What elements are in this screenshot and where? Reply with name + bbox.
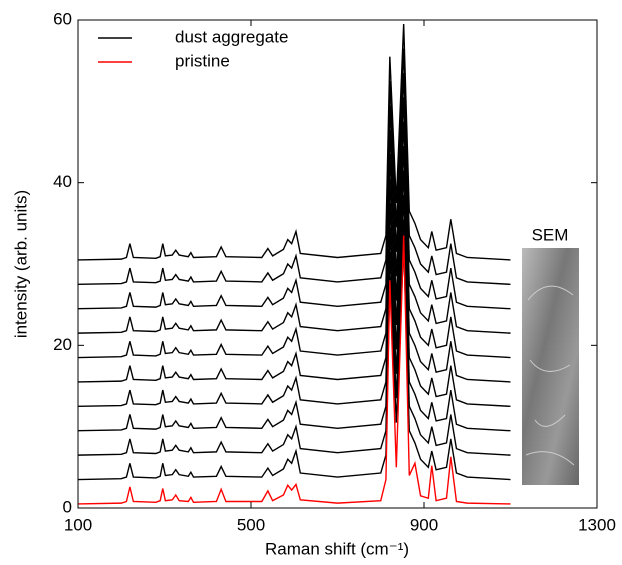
sem-image bbox=[522, 248, 579, 485]
spectrum-line bbox=[78, 235, 511, 505]
sem-texture bbox=[525, 285, 575, 466]
y-axis-label: intensity (arb. units) bbox=[11, 190, 30, 338]
spectrum-line bbox=[78, 170, 511, 408]
spectrum-line bbox=[78, 121, 511, 359]
y-tick-label: 0 bbox=[63, 497, 72, 516]
x-tick-label: 100 bbox=[64, 515, 92, 534]
spectrum-line bbox=[78, 97, 511, 334]
legend-label: pristine bbox=[175, 51, 230, 70]
x-axis-label: Raman shift (cm⁻¹) bbox=[265, 539, 409, 558]
spectrum-line bbox=[78, 24, 511, 261]
spectrum-line bbox=[78, 243, 511, 481]
spectrum-line bbox=[78, 48, 511, 286]
spectrum-line bbox=[78, 72, 511, 310]
y-tick-label: 40 bbox=[53, 172, 72, 191]
y-tick-label: 60 bbox=[53, 9, 72, 28]
x-tick-label: 1300 bbox=[578, 515, 616, 534]
spectrum-line bbox=[78, 146, 511, 383]
plot-area bbox=[78, 24, 511, 505]
legend-label: dust aggregate bbox=[175, 27, 288, 46]
axes-frame bbox=[77, 19, 598, 509]
spectrum-line bbox=[78, 219, 511, 456]
x-tick-label: 900 bbox=[410, 515, 438, 534]
x-tick-label: 500 bbox=[237, 515, 265, 534]
spectrum-line bbox=[78, 194, 511, 432]
y-tick-label: 20 bbox=[53, 335, 72, 354]
annotation: SEM bbox=[532, 225, 569, 244]
